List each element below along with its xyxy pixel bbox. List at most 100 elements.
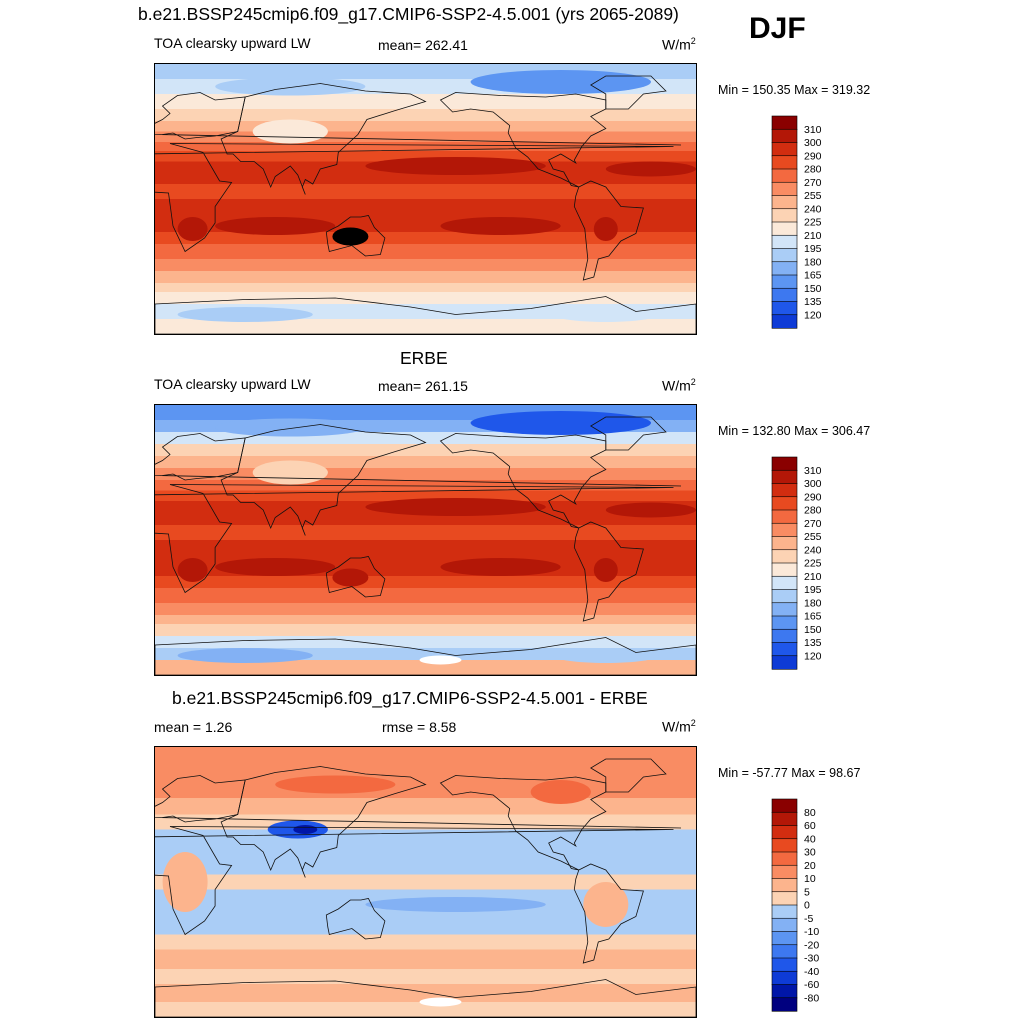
panel3-colorbar-tick-label: -5 [804,913,813,925]
panel1-colorbar-swatch [771,181,798,197]
panel1-colorbar-tick-label: 255 [804,190,822,202]
panel1-colorbar-swatch [771,142,798,157]
panel3-colorbar-swatch [771,917,798,933]
panel1-colorbar-tick-label: 310 [804,124,822,136]
panel2-band [155,540,696,556]
panel3-colorbar-tick-label: 5 [804,886,810,898]
panel3-band [155,798,696,815]
panel2-colorbar-tick-label: 240 [804,544,822,556]
panel2-colorbar-tick-label: 270 [804,518,822,530]
panel1-coastline-europe [155,92,682,146]
panel1-band [155,292,696,305]
panel2-coastline-antarctica [155,637,696,675]
panel1-colorbar-tick-label: 180 [804,256,822,268]
panel2-cold [215,418,366,437]
panel3-rmse: rmse = 8.58 [382,719,457,735]
panel1-band [155,121,696,132]
panel1-band [155,199,696,215]
panel2-colorbar-tick-label: 300 [804,478,822,490]
panel2-colorbar-tick-label: 280 [804,505,822,517]
panel2-colorbar: 310 300 290 280 270 255 240 225 210 195 180 165 150 1… [771,456,822,670]
panel1-band [155,259,696,272]
panel1-coastline-asia [220,83,427,195]
panel3-colorbar-swatch [771,997,798,1012]
panel2-core [332,568,369,587]
panel1-band [155,109,696,122]
panel2-colorbar-tick-label: 290 [804,491,822,503]
panel3-band [155,969,696,985]
panel2-coastline-greenland [590,416,667,451]
season-label: DJF [749,12,806,45]
panel1-band [155,271,696,284]
panel3-colorbar-tick-label: 40 [804,833,816,845]
panel1-colorbar-tick-label: 150 [804,283,822,295]
panel2-colorbar-tick-label: 195 [804,584,822,596]
panel1-band [155,131,696,143]
panel1-core [440,217,561,235]
panel2-cold [252,460,328,485]
panel3-band [155,984,696,1003]
panel1-core [332,227,369,246]
panel1-cold [470,70,651,94]
panel3-anomaly [365,897,546,912]
panel3-colorbar-tick-label: -60 [804,979,819,991]
panel3-colorbar-swatch [771,891,798,906]
panel3-colorbar-tick-label: -40 [804,966,819,978]
panel3-coastline-africa [155,826,674,936]
panel1-band [155,232,696,245]
panel2-band [155,636,696,649]
panel3-colorbar-tick-label: 0 [804,900,810,912]
panel2-cold [177,648,313,663]
panel1-colorbar-tick-label: 165 [804,270,822,282]
panel1-colorbar-tick-label: 280 [804,164,822,176]
panel3-minmax: Min = -57.77 Max = 98.67 [718,766,861,780]
panel1-minmax: Min = 150.35 Max = 319.32 [718,83,871,97]
panel1-colorbar-tick-label: 210 [804,230,822,242]
panel2-core [605,502,696,518]
panel2-nodata [419,655,462,665]
panel1-colorbar-swatch [771,274,798,289]
panel2-colorbar-tick-label: 225 [804,558,822,570]
panel1-cold [177,307,313,322]
panel3-coastline-europe [155,775,682,829]
panel1-coastline-greenland [590,75,667,110]
panel3-title: b.e21.BSSP245cmip6.f09_g17.CMIP6-SSP2-4.… [172,688,648,708]
panel3-colorbar-tick-label: -10 [804,926,819,938]
panel1-core [593,217,618,241]
panel1-band [155,319,696,334]
panel1-units: W/m2 [662,36,696,53]
panel3-colorbar-tick-label: -20 [804,939,819,951]
panel1-colorbar: 310 300 290 280 270 255 240 225 210 195 180 165 150 1… [771,115,822,329]
panel2-units: W/m2 [662,377,696,394]
panel2-colorbar-tick-label: 165 [804,611,822,623]
panel3-colorbar-tick-label: 30 [804,847,816,859]
panel2-colorbar-tick-label: 210 [804,571,822,583]
panel1-cold [252,119,328,144]
panel2-mean: mean= 261.15 [378,378,468,394]
panel2-colorbar-swatch [771,469,798,485]
panel1-colorbar-swatch [771,115,798,130]
panel2-cold [553,648,659,663]
panel1-colorbar-tick-label: 135 [804,296,822,308]
panel3-colorbar-swatch [771,957,798,972]
panel1-colorbar-tick-label: 270 [804,177,822,189]
panel1-core [605,161,696,177]
panel3-coastline-greenland [590,758,667,793]
panel1-band [155,184,696,200]
panel2-title: ERBE [400,348,448,368]
panel3-colorbar-swatch [771,825,798,840]
panel3-colorbar-tick-label: 20 [804,860,816,872]
panel1-colorbar-swatch [771,155,798,170]
panel1-colorbar-swatch [771,221,798,236]
panel3-colorbar-swatch [771,931,798,946]
panel2-colorbar-tick-label: 150 [804,624,822,636]
panel2-colorbar-tick-label: 180 [804,597,822,609]
panel2-band [155,588,696,604]
panel2-band [155,444,696,457]
panel1-colorbar-swatch [771,261,798,276]
panel1-cold [215,77,366,96]
panel2-variable: TOA clearsky upward LW [154,376,311,392]
panel1-colorbar-tick-label: 225 [804,217,822,229]
panel3-colorbar-swatch [771,798,798,813]
panel2-core [215,558,336,576]
